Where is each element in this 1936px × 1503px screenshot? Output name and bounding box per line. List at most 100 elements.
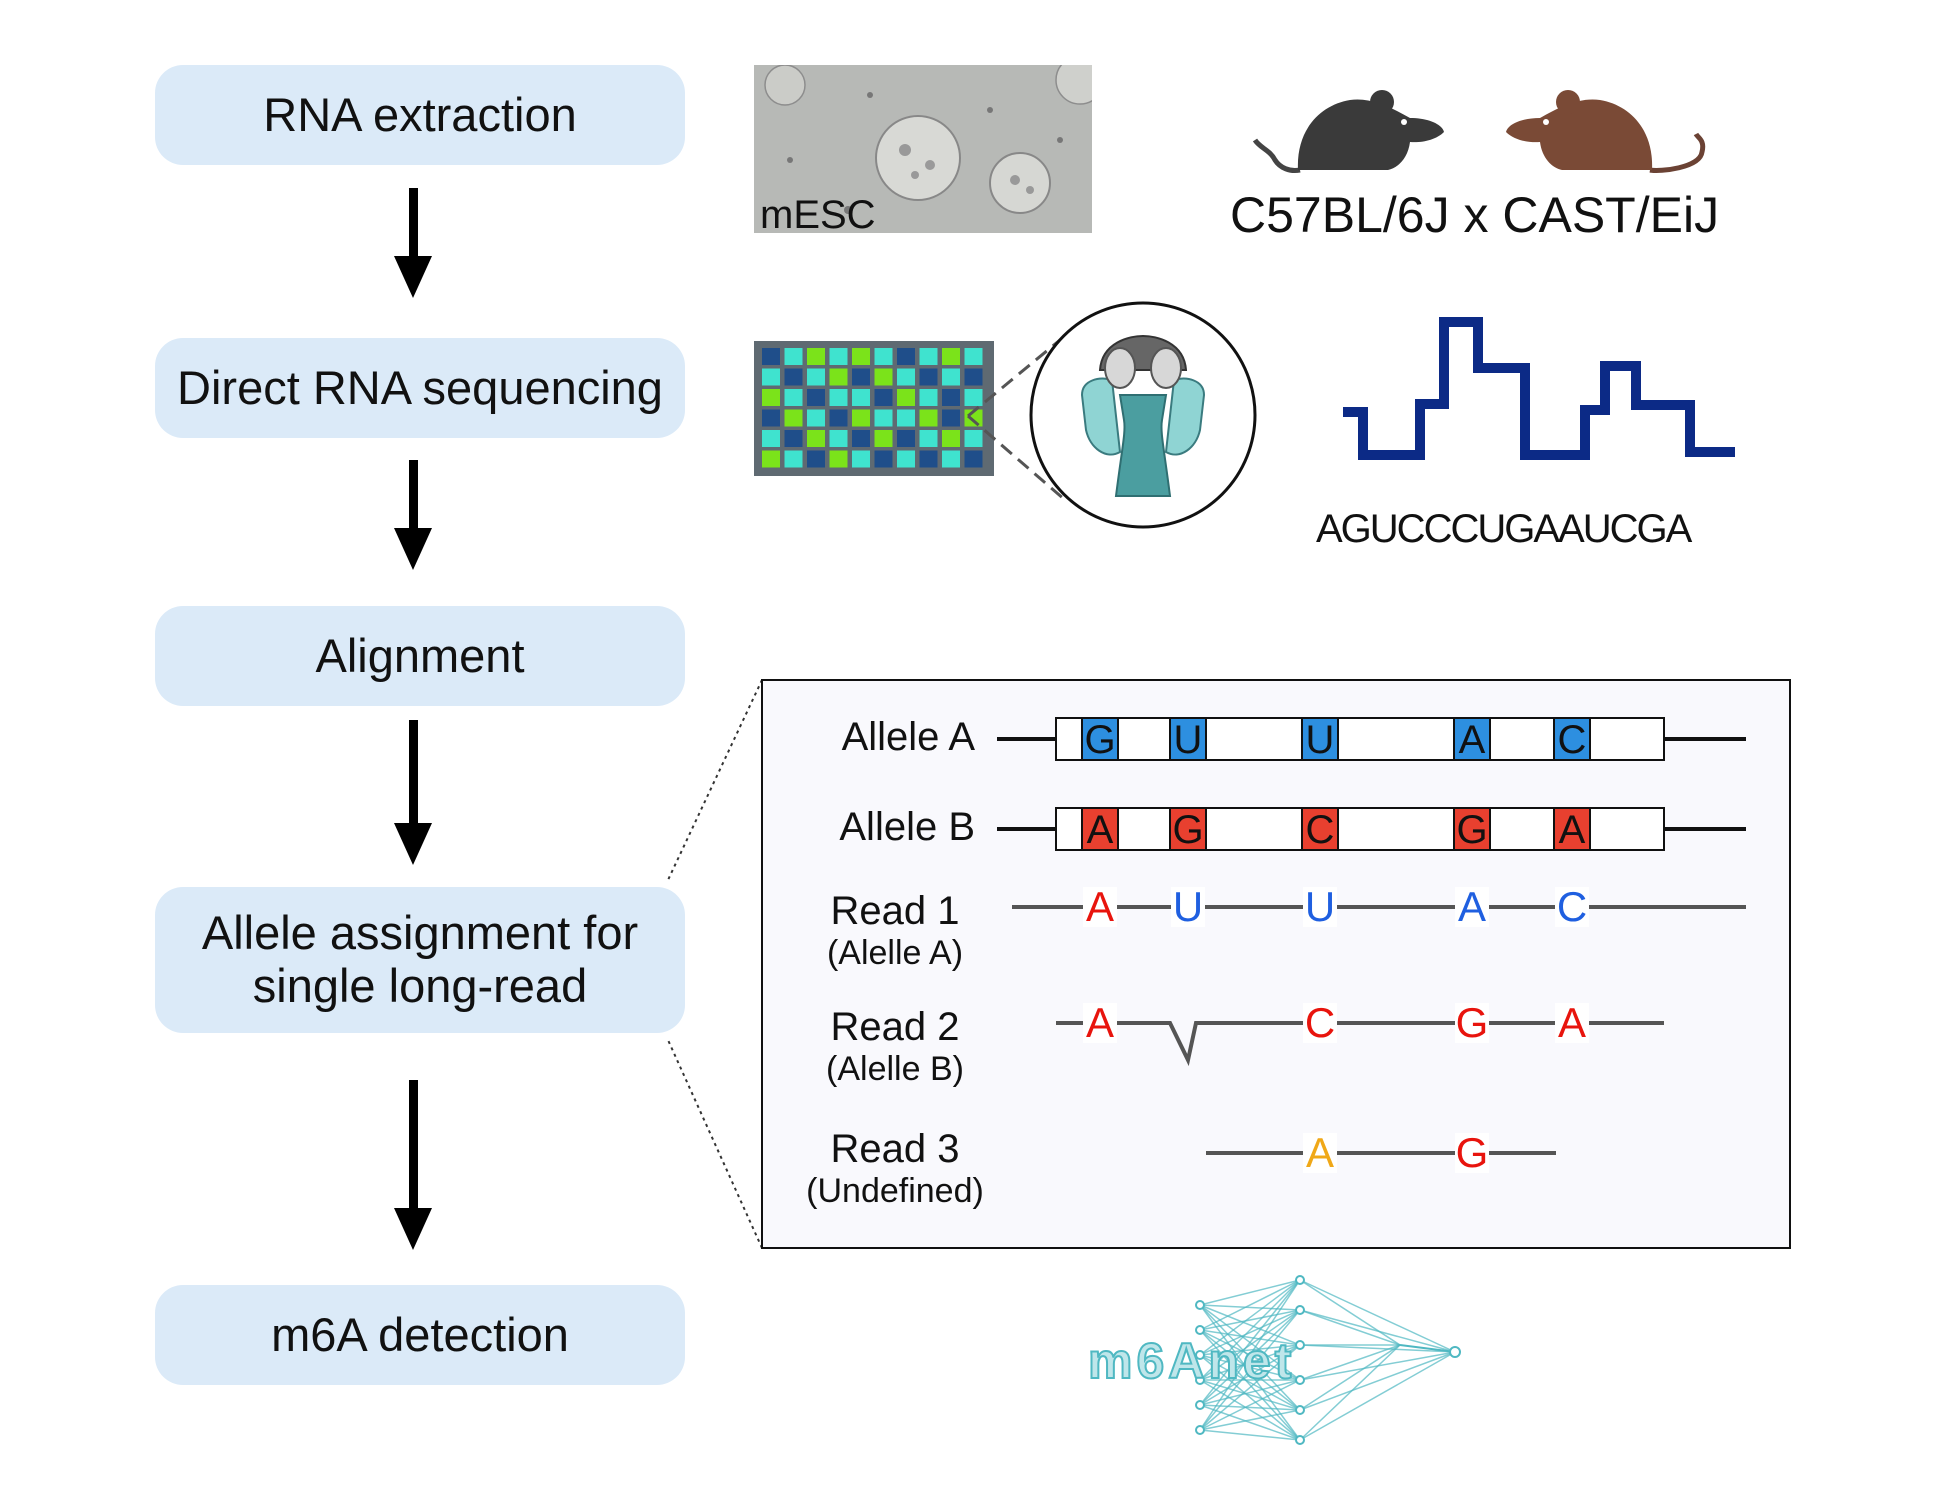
step-allele-assignment: Allele assignment for single long-read	[155, 887, 685, 1033]
flow-cell-well	[852, 450, 870, 468]
zoom-line	[967, 338, 1061, 418]
flow-cell-well	[919, 389, 938, 406]
read-base: G	[1456, 1129, 1489, 1176]
step-label: RNA extraction	[263, 87, 577, 141]
flow-cell-well	[807, 430, 825, 447]
flow-cell-well	[942, 430, 960, 447]
base-box	[1301, 807, 1339, 851]
base-box	[1081, 717, 1119, 761]
flow-cell-well	[762, 348, 780, 365]
read-base: U	[1305, 883, 1335, 930]
flow-cell-well	[852, 368, 870, 386]
step-label-line1: Allele assignment for	[201, 906, 639, 960]
flow-cell-well	[829, 409, 848, 427]
base-letter: G	[1456, 808, 1487, 852]
read-base: A	[1306, 1129, 1334, 1176]
flow-cell-well	[919, 450, 938, 468]
flow-cell-well	[807, 348, 825, 365]
flow-cell-well	[807, 368, 825, 386]
strain-cross-label: C57BL/6J x CAST/EiJ	[1230, 187, 1719, 243]
sequence-label: AGUCCCUGAAUCGA	[1316, 507, 1693, 551]
read-base: A	[1086, 999, 1114, 1046]
flow-cell-well	[964, 389, 983, 406]
flow-cell-well	[874, 389, 893, 406]
step-alignment: Alignment	[155, 606, 685, 706]
m6anet-logo: m6Anet	[1087, 1275, 1461, 1445]
base-letter: G	[1172, 808, 1203, 852]
flow-cell-well	[784, 450, 803, 468]
m6anet-wordmark: m6Anet	[1088, 1333, 1295, 1389]
flow-cell-well	[874, 450, 893, 468]
read-base: A	[1458, 883, 1486, 930]
flow-cell-well	[852, 348, 870, 365]
read3-label: Read 3	[831, 1127, 960, 1171]
flow-cell-well	[919, 348, 938, 365]
flow-cell-well	[829, 430, 848, 447]
flow-cell-well	[897, 409, 915, 427]
flow-cell-well	[964, 368, 983, 386]
flow-cell-well	[942, 348, 960, 365]
flow-cell-well	[874, 368, 893, 386]
allele-a-label: Allele A	[842, 715, 976, 759]
flow-cell-well	[852, 430, 870, 447]
read-base: G	[1456, 999, 1489, 1046]
flow-cell-well	[942, 389, 960, 406]
base-box	[1169, 807, 1207, 851]
step-label: Alignment	[315, 628, 525, 682]
read2-label: Read 2	[831, 1005, 960, 1049]
step-rna-extraction: RNA extraction	[155, 65, 685, 165]
flow-cell-icon	[754, 341, 994, 476]
flow-cell-well	[762, 430, 780, 447]
base-letter: A	[1459, 718, 1486, 762]
read-base: C	[1305, 999, 1335, 1046]
flow-cell-well	[784, 430, 803, 447]
flow-cell-well	[829, 348, 848, 365]
mesc-label: mESC	[760, 193, 876, 237]
flow-cell-well	[897, 430, 915, 447]
flow-cell-well	[897, 389, 915, 406]
flow-cell-well	[852, 409, 870, 427]
flow-cell-well	[784, 409, 803, 427]
zoom-connector	[667, 1039, 763, 1249]
base-box	[1169, 717, 1207, 761]
base-letter: C	[1558, 718, 1587, 762]
step-m6a-detection: m6A detection	[155, 1285, 685, 1385]
mouse-black-icon	[1252, 90, 1444, 173]
flow-cell-well	[964, 348, 983, 365]
flow-cell-well	[829, 368, 848, 386]
base-letter: G	[1084, 718, 1115, 762]
read-base: C	[1557, 883, 1587, 930]
base-box	[1081, 807, 1119, 851]
step-label: m6A detection	[271, 1307, 569, 1361]
flow-cell-well	[762, 450, 780, 468]
flow-cell-well	[762, 409, 780, 427]
flow-cell-well	[807, 409, 825, 427]
step-label-line2: single long-read	[252, 959, 588, 1012]
flow-cell-well	[874, 348, 893, 365]
flow-cell-well	[942, 450, 960, 468]
flow-cell-well	[762, 368, 780, 386]
flow-cell-well	[964, 430, 983, 447]
nanopore-signal-trace	[1343, 317, 1735, 460]
flow-cell-well	[807, 389, 825, 406]
base-letter: C	[1306, 808, 1335, 852]
read1-sublabel: (Alelle A)	[827, 934, 963, 972]
base-box	[1553, 807, 1591, 851]
flow-cell-well	[919, 368, 938, 386]
read1-label: Read 1	[831, 889, 960, 933]
base-box	[1453, 807, 1491, 851]
read-base: A	[1558, 999, 1586, 1046]
flow-cell-well	[874, 430, 893, 447]
read3-sublabel: (Undefined)	[806, 1172, 984, 1210]
flow-cell-well	[874, 409, 893, 427]
base-box	[1301, 717, 1339, 761]
flow-cell-well	[942, 409, 960, 427]
flow-cell-well	[829, 389, 848, 406]
read-base: U	[1173, 883, 1203, 930]
flow-cell-well	[852, 389, 870, 406]
